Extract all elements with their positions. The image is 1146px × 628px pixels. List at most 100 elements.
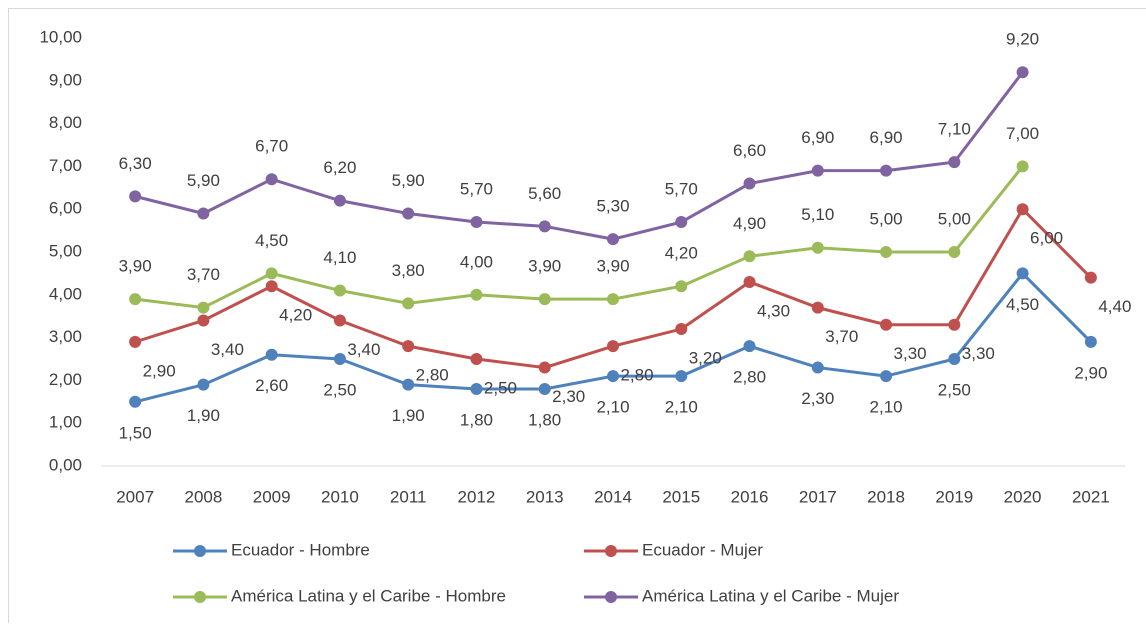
x-tick-label: 2011 [390, 487, 427, 506]
x-tick-label: 2007 [116, 487, 154, 506]
data-point [880, 319, 892, 331]
x-tick-label: 2013 [526, 487, 564, 506]
data-point [880, 165, 892, 177]
data-label: 1,80 [528, 410, 561, 429]
data-label: 3,40 [211, 340, 244, 359]
legend-label: América Latina y el Caribe - Hombre [231, 586, 506, 605]
legend-label: América Latina y el Caribe - Mujer [642, 586, 899, 605]
data-label: 2,80 [416, 366, 449, 385]
data-point [197, 314, 209, 326]
data-point [607, 370, 619, 382]
data-point [880, 246, 892, 258]
data-label: 4,10 [323, 248, 356, 267]
data-label: 5,00 [870, 209, 903, 228]
data-label: 3,20 [689, 349, 722, 368]
data-label: 5,00 [938, 209, 971, 228]
data-label: 6,90 [801, 128, 834, 147]
data-label: 6,30 [119, 154, 152, 173]
y-tick-label: 9,00 [49, 70, 82, 89]
data-point [1085, 272, 1097, 284]
data-label: 4,00 [460, 252, 493, 271]
data-point [675, 370, 687, 382]
data-point [812, 242, 824, 254]
data-point [539, 220, 551, 232]
legend-marker [194, 591, 206, 603]
data-label: 5,90 [392, 171, 425, 190]
data-point [607, 340, 619, 352]
data-label: 2,90 [143, 361, 176, 380]
data-label: 2,50 [938, 380, 971, 399]
data-label: 3,70 [825, 327, 858, 346]
data-point [197, 379, 209, 391]
data-label: 4,90 [733, 214, 766, 233]
data-point [470, 216, 482, 228]
y-tick-label: 10,00 [39, 27, 82, 46]
data-point [1085, 336, 1097, 348]
y-tick-label: 8,00 [49, 113, 82, 132]
legend-label: Ecuador - Hombre [231, 540, 370, 559]
data-label: 7,00 [1006, 124, 1039, 143]
data-label: 6,00 [1030, 229, 1063, 248]
data-point [334, 195, 346, 207]
data-label: 4,50 [255, 231, 288, 250]
data-point [948, 246, 960, 258]
data-label: 4,20 [279, 306, 312, 325]
data-point [539, 362, 551, 374]
legend-label: Ecuador - Mujer [642, 540, 763, 559]
y-tick-label: 0,00 [49, 455, 82, 474]
x-tick-label: 2014 [594, 487, 632, 506]
data-label: 1,80 [460, 410, 493, 429]
data-point [1017, 267, 1029, 279]
data-label: 1,50 [119, 423, 152, 442]
data-point [948, 319, 960, 331]
data-label: 5,70 [460, 180, 493, 199]
data-point [948, 353, 960, 365]
x-tick-label: 2012 [458, 487, 496, 506]
x-tick-label: 2018 [867, 487, 905, 506]
data-label: 2,50 [484, 378, 517, 397]
data-point [266, 267, 278, 279]
data-label: 6,60 [733, 141, 766, 160]
data-point [812, 362, 824, 374]
data-label: 2,10 [665, 398, 698, 417]
data-label: 1,90 [392, 406, 425, 425]
data-label: 2,60 [255, 376, 288, 395]
y-tick-label: 5,00 [49, 241, 82, 260]
data-point [744, 276, 756, 288]
data-label: 5,30 [596, 197, 629, 216]
data-point [402, 340, 414, 352]
y-tick-label: 4,00 [49, 284, 82, 303]
x-tick-label: 2020 [1004, 487, 1042, 506]
data-point [129, 336, 141, 348]
data-point [266, 349, 278, 361]
data-point [675, 216, 687, 228]
data-label: 3,90 [528, 257, 561, 276]
data-point [812, 302, 824, 314]
data-label: 2,80 [733, 368, 766, 387]
data-point [402, 379, 414, 391]
data-point [334, 314, 346, 326]
data-label: 2,30 [552, 387, 585, 406]
data-label: 3,90 [119, 257, 152, 276]
data-label: 3,80 [392, 261, 425, 280]
x-tick-label: 2016 [731, 487, 769, 506]
data-point [744, 250, 756, 262]
data-point [1017, 66, 1029, 78]
data-label: 5,60 [528, 184, 561, 203]
data-label: 3,40 [347, 340, 380, 359]
data-label: 2,80 [620, 366, 653, 385]
data-point [334, 353, 346, 365]
y-tick-label: 2,00 [49, 370, 82, 389]
data-point [880, 370, 892, 382]
data-point [470, 383, 482, 395]
data-label: 3,70 [187, 265, 220, 284]
data-label: 1,90 [187, 406, 220, 425]
y-tick-label: 6,00 [49, 199, 82, 218]
data-point [266, 173, 278, 185]
data-point [470, 353, 482, 365]
data-label: 7,10 [938, 120, 971, 139]
data-point [402, 207, 414, 219]
data-label: 2,50 [323, 380, 356, 399]
data-point [402, 297, 414, 309]
data-point [197, 207, 209, 219]
